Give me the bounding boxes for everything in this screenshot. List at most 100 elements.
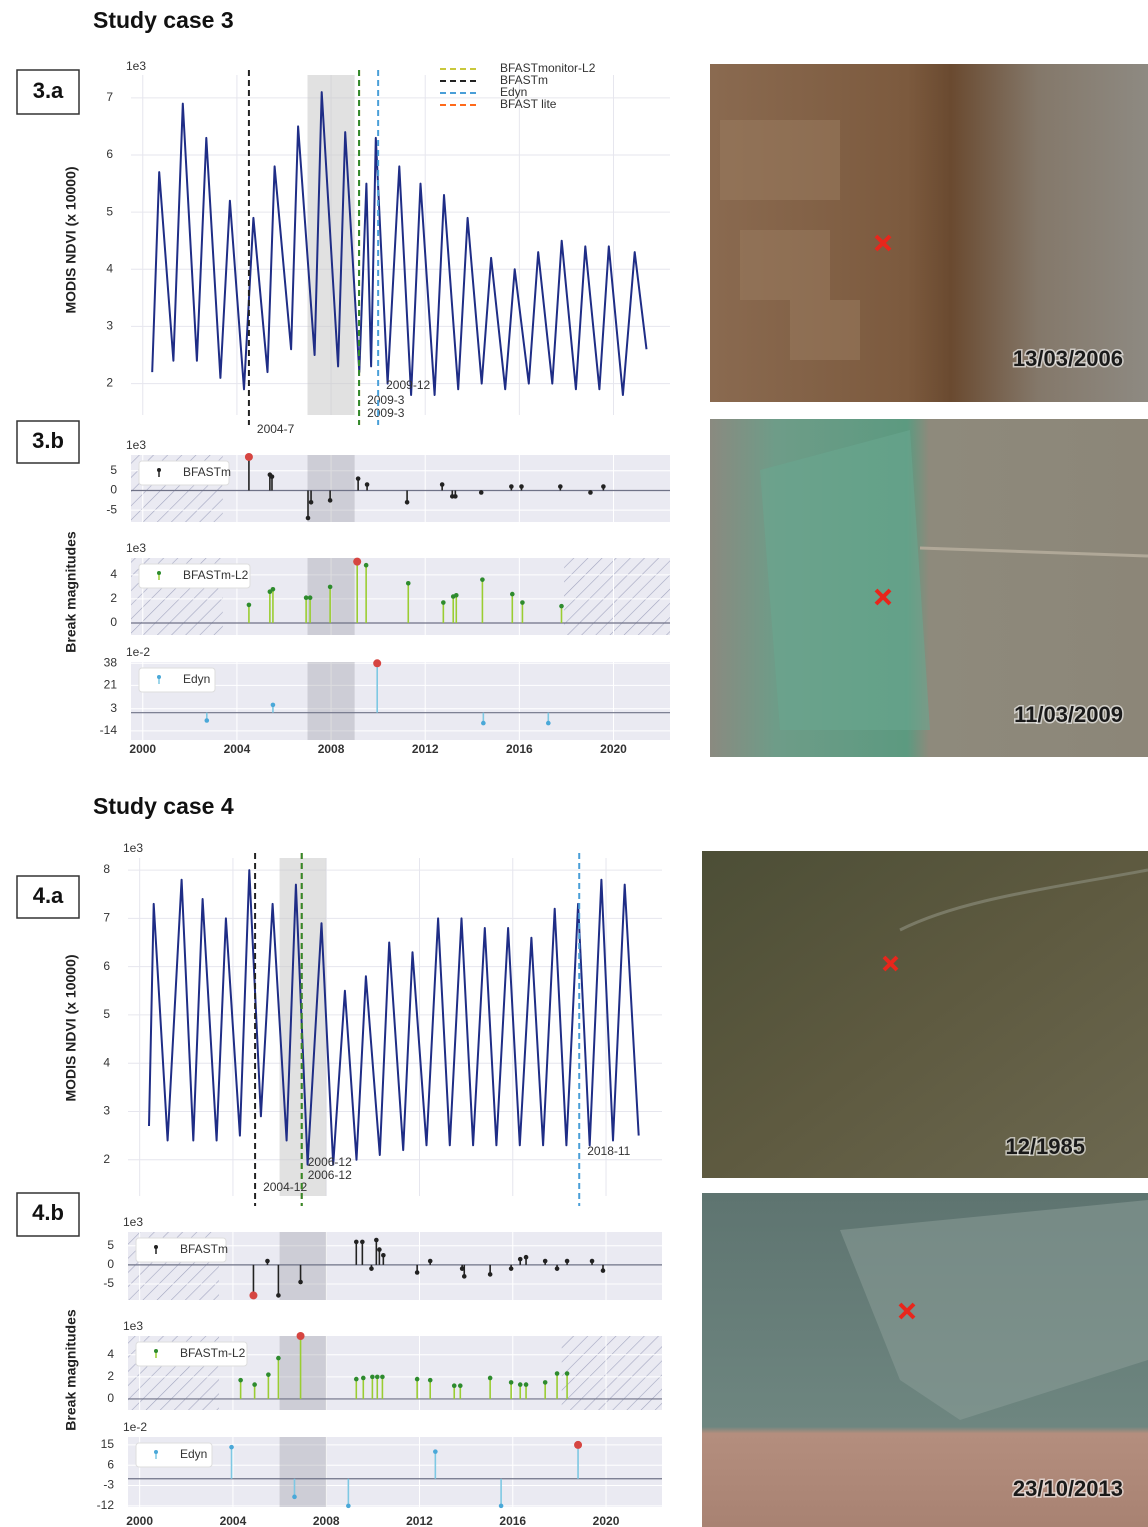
stem-head (509, 484, 514, 489)
axis-scale-label: 1e3 (126, 59, 146, 73)
y-tick-label: 2 (107, 1369, 114, 1383)
stem-head (370, 1375, 375, 1380)
satellite-image: 12/1985 (702, 851, 1148, 1178)
stem-head (428, 1378, 433, 1383)
image-date: 13/03/2006 (1013, 346, 1123, 371)
break-label: 2018-11 (587, 1144, 630, 1158)
axis-scale-label: 1e3 (123, 1319, 143, 1333)
y-tick-label: 15 (101, 1437, 115, 1451)
stem-head (373, 659, 381, 667)
y-tick-label: 3 (103, 1104, 110, 1118)
stem-head (270, 474, 275, 479)
x-tick-label: 2012 (412, 742, 439, 756)
legend-label: BFASTm-L2 (180, 1346, 246, 1360)
stem-head (415, 1270, 420, 1275)
stem-head (271, 587, 276, 592)
y-tick-label: 5 (103, 1007, 110, 1021)
shaded-period (280, 1232, 327, 1300)
legend-label: Edyn (183, 672, 210, 686)
stem-head (204, 718, 209, 723)
x-tick-label: 2008 (318, 742, 345, 756)
y-tick-label: 5 (110, 463, 117, 477)
axis-scale-label: 1e3 (126, 438, 146, 452)
satellite-image: 23/10/2013 (702, 1193, 1148, 1527)
stem-head (555, 1266, 560, 1271)
x-tick-label: 2016 (506, 742, 533, 756)
y-tick-label: 3 (106, 319, 113, 333)
y-axis-label: MODIS NDVI (x 10000) (63, 954, 79, 1101)
x-tick-label: 2000 (126, 1514, 153, 1527)
stem-head (346, 1504, 351, 1509)
stem-head (510, 592, 515, 597)
stem-head (601, 1268, 606, 1273)
case-title: Study case 3 (93, 7, 234, 33)
stem-head (229, 1445, 234, 1450)
y-tick-label: -5 (103, 1276, 114, 1290)
stem-head (249, 1291, 257, 1299)
y-tick-label: 4 (103, 1055, 110, 1069)
stem-head (356, 476, 361, 481)
stem-head (565, 1259, 570, 1264)
legend-swatch (154, 1245, 158, 1249)
stem-head (518, 1257, 523, 1262)
axis-scale-label: 1e3 (126, 541, 146, 555)
axis-scale-label: 1e3 (123, 1215, 143, 1229)
break-label: 2009-12 (386, 378, 430, 392)
stem-head (328, 498, 333, 503)
stem-head (266, 1372, 271, 1377)
y-tick-label: 21 (104, 678, 118, 692)
panel-label: 3.b (32, 428, 64, 453)
y-tick-label: 0 (110, 615, 117, 629)
stem-head (354, 1240, 359, 1245)
image-date: 12/1985 (1005, 1134, 1085, 1159)
stem-head (524, 1255, 529, 1260)
y-tick-label: 38 (104, 655, 118, 669)
stem-head (499, 1504, 504, 1509)
legend-swatch (157, 571, 161, 575)
stem-head (565, 1371, 570, 1376)
stem-head (428, 1259, 433, 1264)
stem-head (458, 1383, 463, 1388)
image-date: 11/03/2009 (1014, 702, 1123, 727)
x-tick-label: 2004 (220, 1514, 247, 1527)
stem-head (252, 1382, 257, 1387)
legend-label: BFAST lite (500, 97, 557, 111)
stem-head (601, 484, 606, 489)
stem-head (524, 1382, 529, 1387)
stem-head (276, 1356, 281, 1361)
satellite-image: 11/03/2009 (710, 419, 1148, 757)
stem-head (377, 1247, 382, 1252)
stem-head (518, 1382, 523, 1387)
stem-head (543, 1380, 548, 1385)
stem-head (574, 1441, 582, 1449)
shaded-period (308, 662, 355, 740)
stem-head (276, 1293, 281, 1298)
stem-head (292, 1495, 297, 1500)
stem-head (353, 558, 361, 566)
stem-head (380, 1375, 385, 1380)
x-tick-label: 2020 (593, 1514, 620, 1527)
legend-swatch (154, 1349, 158, 1353)
y-tick-label: 7 (103, 911, 110, 925)
stem-head (238, 1378, 243, 1383)
y-tick-label: -3 (103, 1478, 114, 1492)
stem-head (374, 1238, 379, 1243)
stem-head (441, 600, 446, 605)
legend-swatch (154, 1450, 158, 1454)
stem-head (354, 1377, 359, 1382)
stem-head (520, 600, 525, 605)
case-title: Study case 4 (93, 793, 234, 819)
stem-head (298, 1280, 303, 1285)
stem-head (559, 604, 564, 609)
stem-head (480, 577, 485, 582)
break-label: 2006-12 (308, 1155, 352, 1169)
stem-head (375, 1375, 380, 1380)
y-tick-label: 6 (107, 1457, 114, 1471)
y-tick-label: 0 (110, 483, 117, 497)
x-tick-label: 2000 (129, 742, 156, 756)
y-tick-label: 4 (106, 261, 113, 275)
x-tick-label: 2008 (313, 1514, 340, 1527)
break-label: 2004-7 (257, 422, 295, 436)
y-tick-label: 2 (106, 376, 113, 390)
stem-head (440, 482, 445, 487)
